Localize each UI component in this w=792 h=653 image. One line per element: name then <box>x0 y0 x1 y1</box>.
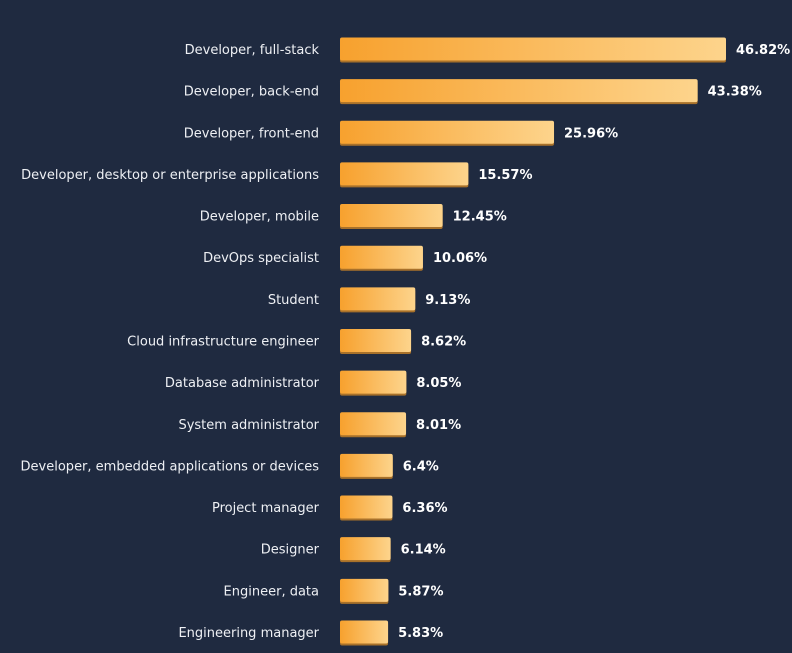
category-label: Project manager <box>212 501 320 516</box>
value-label: 9.13% <box>425 293 470 308</box>
bar-row: Developer, back-end 43.38% <box>184 79 762 105</box>
bar-row: Developer, full-stack 46.82% <box>185 37 790 63</box>
bar-row: System administrator 8.01% <box>178 412 461 438</box>
category-label: Designer <box>261 543 320 558</box>
value-label: 12.45% <box>453 210 507 225</box>
bar-row: Engineer, data 5.87% <box>224 578 444 604</box>
bar <box>340 328 412 352</box>
bar <box>340 287 416 311</box>
bar-row: Student 9.13% <box>268 287 470 313</box>
category-label: Student <box>268 293 319 308</box>
value-label: 6.14% <box>401 543 446 558</box>
value-label: 8.01% <box>416 418 461 433</box>
category-label: DevOps specialist <box>203 251 319 266</box>
bar <box>340 495 393 519</box>
category-label: Engineer, data <box>224 584 319 599</box>
category-label: Developer, mobile <box>200 210 319 225</box>
value-label: 6.36% <box>402 501 447 516</box>
bar <box>340 204 443 228</box>
bar <box>340 412 407 436</box>
bar <box>340 120 555 144</box>
value-label: 43.38% <box>708 85 762 100</box>
bar <box>340 370 407 394</box>
bar-row: Database administrator 8.05% <box>165 370 461 396</box>
value-label: 5.83% <box>398 626 443 641</box>
value-label: 10.06% <box>433 251 487 266</box>
category-label: Developer, desktop or enterprise applica… <box>21 168 319 183</box>
bar-row: Developer, desktop or enterprise applica… <box>21 162 533 188</box>
value-label: 8.05% <box>416 376 461 391</box>
category-label: Developer, embedded applications or devi… <box>21 459 320 474</box>
bar <box>340 578 389 602</box>
bar-row: Developer, front-end 25.96% <box>184 120 618 146</box>
bar <box>340 37 726 61</box>
bar-row: Cloud infrastructure engineer 8.62% <box>127 328 466 354</box>
value-label: 25.96% <box>564 126 618 141</box>
value-label: 15.57% <box>478 168 532 183</box>
bar <box>340 162 469 186</box>
bar-row: Developer, mobile 12.45% <box>200 204 507 230</box>
category-label: Engineering manager <box>178 626 319 641</box>
bar <box>340 537 391 561</box>
bar <box>340 79 698 103</box>
category-label: Database administrator <box>165 376 320 391</box>
bar <box>340 245 423 269</box>
bars-layer: Developer, full-stack 46.82% Developer, ba… <box>21 37 790 646</box>
category-label: Developer, front-end <box>184 126 319 141</box>
category-label: Developer, back-end <box>184 85 319 100</box>
category-label: System administrator <box>178 418 319 433</box>
value-label: 8.62% <box>421 334 466 349</box>
category-label: Developer, full-stack <box>185 43 320 58</box>
bar <box>340 620 389 644</box>
category-label: Cloud infrastructure engineer <box>127 334 319 349</box>
value-label: 6.4% <box>403 459 439 474</box>
bar-row: Project manager 6.36% <box>212 495 448 521</box>
value-label: 46.82% <box>736 43 790 58</box>
bar-row: DevOps specialist 10.06% <box>203 245 487 271</box>
bar-row: Developer, embedded applications or devi… <box>21 453 439 479</box>
bar-row: Designer 6.14% <box>261 537 446 563</box>
bar <box>340 453 393 477</box>
value-label: 5.87% <box>398 584 443 599</box>
bar-row: Engineering manager 5.83% <box>178 620 443 646</box>
